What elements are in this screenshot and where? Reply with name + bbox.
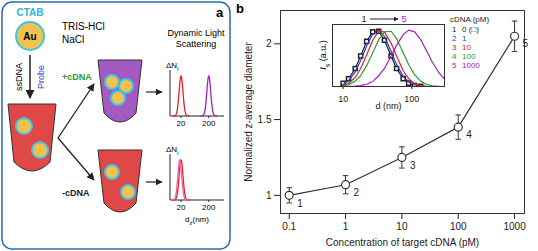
svg-text:0.1: 0.1 — [282, 221, 296, 232]
svg-text:Concentration of target cDNA (: Concentration of target cDNA (pM) — [326, 237, 479, 248]
svg-text:b: b — [236, 1, 244, 16]
svg-text:200: 200 — [202, 119, 216, 128]
svg-text:100: 100 — [404, 94, 419, 104]
svg-text:4: 4 — [452, 52, 457, 61]
svg-text:20: 20 — [177, 203, 186, 212]
svg-text:1: 1 — [343, 221, 349, 232]
svg-text:1: 1 — [266, 190, 272, 201]
svg-text:100: 100 — [450, 221, 467, 232]
svg-text:5: 5 — [401, 14, 406, 24]
svg-text:cDNA (pM): cDNA (pM) — [450, 15, 489, 24]
svg-text:NaCl: NaCl — [62, 34, 84, 45]
svg-text:3: 3 — [452, 43, 457, 52]
svg-text:1.5: 1.5 — [258, 114, 272, 125]
svg-text:2: 2 — [452, 34, 457, 43]
svg-text:Normalized z-average diameter: Normalized z-average diameter — [243, 42, 254, 182]
svg-text:10: 10 — [462, 43, 471, 52]
svg-text:Probe: Probe — [36, 65, 46, 89]
svg-text:+cDNA: +cDNA — [62, 72, 92, 82]
svg-text:1: 1 — [361, 14, 366, 24]
svg-text:5: 5 — [452, 61, 457, 70]
svg-text:Au: Au — [23, 31, 36, 42]
svg-text:10: 10 — [338, 94, 348, 104]
svg-text:2: 2 — [354, 187, 360, 198]
svg-text:3: 3 — [410, 160, 416, 171]
svg-text:ΔNi: ΔNi — [166, 61, 178, 72]
svg-text:200: 200 — [202, 203, 216, 212]
svg-text:1000: 1000 — [503, 221, 526, 232]
svg-text:5: 5 — [523, 38, 529, 49]
svg-text:1: 1 — [297, 198, 303, 209]
svg-text:Is (a.u.): Is (a.u.) — [318, 40, 331, 70]
svg-text:ΔNi: ΔNi — [166, 145, 178, 156]
svg-text:a: a — [216, 5, 224, 20]
svg-text:20: 20 — [177, 119, 186, 128]
svg-text:4: 4 — [466, 129, 472, 140]
svg-text:TRIS-HCl: TRIS-HCl — [62, 21, 105, 32]
svg-text:ssDNA: ssDNA — [14, 63, 24, 91]
svg-text:1: 1 — [452, 25, 457, 34]
svg-text:-cDNA: -cDNA — [62, 188, 90, 198]
svg-text:100: 100 — [462, 52, 476, 61]
svg-text:dz(nm): dz(nm) — [185, 215, 209, 226]
svg-text:CTAB: CTAB — [16, 7, 43, 18]
svg-text:0 (□): 0 (□) — [462, 25, 479, 34]
svg-text:10: 10 — [396, 221, 408, 232]
svg-text:1: 1 — [462, 34, 467, 43]
svg-text:1000: 1000 — [462, 61, 480, 70]
svg-text:Dynamic Light: Dynamic Light — [167, 28, 225, 38]
svg-text:Scattering: Scattering — [176, 39, 217, 49]
svg-text:d (nm): d (nm) — [375, 101, 401, 111]
svg-text:2: 2 — [266, 38, 272, 49]
